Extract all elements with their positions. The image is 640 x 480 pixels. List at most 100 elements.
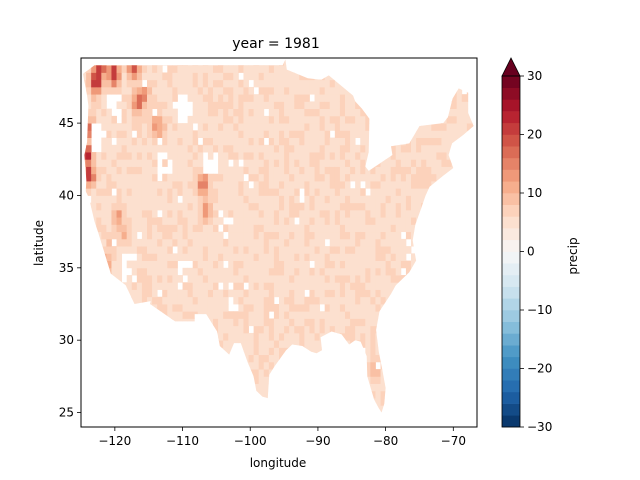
heatmap-cell (385, 144, 392, 153)
heatmap-cell (370, 79, 376, 88)
heatmap-cell (289, 202, 295, 211)
heatmap-cell (268, 304, 275, 312)
heatmap-cell (426, 325, 432, 334)
heatmap-cell (411, 383, 417, 392)
colorbar-level (502, 286, 520, 299)
heatmap-cell (177, 354, 183, 363)
heatmap-cell (106, 79, 112, 88)
heatmap-cell (147, 398, 153, 406)
heatmap-cell (268, 101, 275, 110)
heatmap-cell (253, 398, 260, 406)
heatmap-cell (223, 267, 229, 276)
heatmap-cell (400, 311, 407, 319)
heatmap-cell (390, 405, 397, 413)
heatmap-cell (441, 181, 447, 189)
heatmap-cell (223, 296, 229, 305)
heatmap-cell (329, 275, 336, 283)
heatmap-cell (202, 188, 209, 196)
heatmap-cell (355, 260, 361, 269)
heatmap-cell (273, 217, 280, 225)
heatmap-cell (314, 311, 321, 319)
heatmap-cell (238, 354, 244, 363)
heatmap-cell (101, 79, 107, 88)
heatmap-cell (253, 253, 260, 261)
heatmap-cell (116, 260, 123, 269)
heatmap-cell (86, 224, 92, 233)
heatmap-cell (202, 311, 209, 319)
heatmap-cell (223, 159, 229, 167)
heatmap-cell (248, 260, 255, 269)
heatmap-cell (167, 383, 173, 392)
heatmap-cell (339, 231, 346, 240)
heatmap-cell (360, 325, 366, 334)
heatmap-cell (228, 130, 234, 138)
heatmap-cell (187, 304, 194, 312)
heatmap-cell (289, 173, 295, 182)
heatmap-cell (126, 144, 133, 153)
heatmap-cell (167, 188, 173, 196)
heatmap-cell (111, 130, 117, 138)
heatmap-cell (431, 420, 436, 428)
heatmap-cell (466, 137, 473, 146)
heatmap-cell (319, 86, 326, 95)
heatmap-cell (421, 361, 427, 370)
heatmap-cell (187, 209, 194, 218)
heatmap-cell (121, 209, 128, 218)
heatmap-cell (370, 123, 376, 131)
heatmap-cell (263, 202, 270, 211)
heatmap-cell (106, 390, 112, 399)
heatmap-cell (284, 166, 290, 175)
heatmap-cell (319, 202, 326, 211)
heatmap-cell (339, 108, 346, 117)
heatmap-cell (182, 202, 189, 211)
heatmap-cell (355, 79, 361, 88)
heatmap-cell (131, 108, 138, 117)
heatmap-cell (258, 289, 265, 298)
heatmap-cell (86, 86, 92, 95)
heatmap-cell (106, 376, 112, 384)
heatmap-cell (207, 318, 214, 327)
heatmap-cell (360, 231, 366, 240)
heatmap-cell (116, 267, 123, 276)
heatmap-cell (380, 94, 387, 102)
heatmap-cell (213, 231, 219, 240)
heatmap-cell (233, 332, 239, 341)
heatmap-cell (268, 94, 275, 102)
heatmap-cell (136, 152, 143, 160)
x-axis-label: longitude (250, 456, 307, 470)
heatmap-cell (121, 173, 128, 182)
heatmap-cell (182, 318, 189, 327)
x-tick-label: −80 (373, 434, 398, 448)
heatmap-cell (172, 376, 178, 384)
heatmap-cell (243, 354, 249, 363)
heatmap-cell (192, 224, 199, 233)
heatmap-cell (177, 79, 183, 88)
heatmap-cell (101, 166, 107, 175)
heatmap-cell (132, 413, 137, 421)
heatmap-cell (466, 224, 473, 233)
heatmap-cell (106, 108, 112, 117)
heatmap-cell (467, 413, 472, 421)
heatmap-cell (218, 325, 224, 334)
heatmap-cell (228, 202, 234, 211)
heatmap-cell (258, 94, 265, 102)
heatmap-cell (83, 361, 87, 370)
heatmap-cell (466, 231, 473, 240)
heatmap-cell (279, 332, 285, 341)
heatmap-cell (248, 231, 255, 240)
heatmap-cell (101, 181, 107, 189)
heatmap-cell (436, 332, 442, 341)
heatmap-cell (162, 289, 168, 298)
heatmap-cell (416, 166, 422, 175)
heatmap-cell (197, 202, 204, 211)
heatmap-cell (355, 224, 361, 233)
heatmap-cell (380, 325, 387, 334)
heatmap-cell (350, 115, 356, 124)
heatmap-cell (431, 65, 437, 73)
heatmap-cell (157, 361, 163, 370)
heatmap-cell (172, 304, 178, 312)
heatmap-cell (116, 202, 123, 211)
heatmap-cell (355, 405, 361, 413)
heatmap-cell (177, 398, 183, 406)
heatmap-cell (258, 123, 265, 131)
